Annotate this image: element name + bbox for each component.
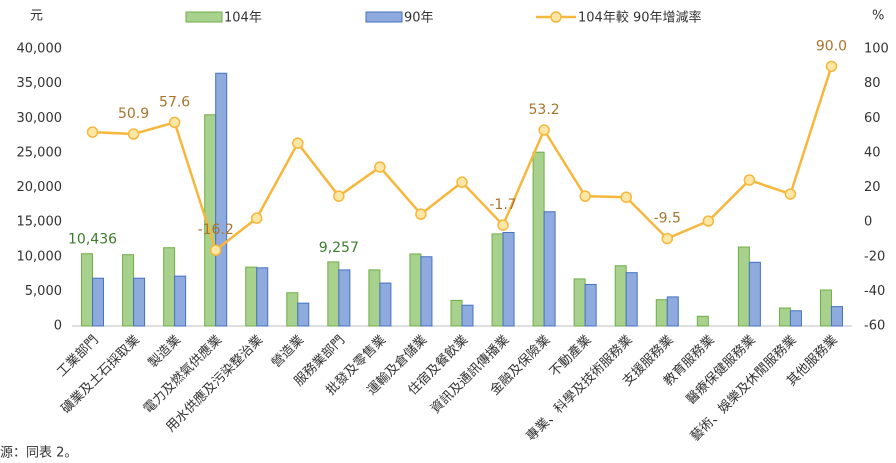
data-label: 57.6 [159,94,190,110]
bar [92,277,105,327]
y2-unit: % [872,9,884,24]
line-marker [784,188,797,200]
line-marker [250,212,263,224]
bar [614,265,627,327]
y2-tick-label: -20 [864,249,885,264]
x-tick-label: 礦業及土石採取業 [58,332,143,417]
data-label: 53.2 [529,102,560,118]
data-label: -1.7 [489,197,516,213]
x-tick-label: 營造業 [268,332,307,371]
bar [461,304,474,327]
line-marker [456,176,468,188]
y2-tick-label: -40 [864,284,885,299]
legend-marker [550,11,562,23]
data-label: -9.5 [654,211,681,227]
bar [830,306,843,327]
bar [532,151,545,327]
bar [163,247,176,327]
bar [748,261,761,327]
bar [81,253,94,327]
y-tick-label: 0 [54,319,62,334]
bar [819,289,832,327]
y2-tick-label: -60 [864,319,885,334]
y2-tick-label: 80 [864,76,881,91]
legend-label: 104年較 90年增減率 [578,10,702,26]
bar [133,277,146,327]
note: 源：同表 2。 [0,446,77,461]
bar [778,307,791,327]
bar [297,302,310,327]
y-tick-label: 30,000 [17,111,63,126]
y2-tick-label: 100 [864,42,889,57]
y2-tick-label: 40 [864,145,881,160]
data-label: 9,257 [319,240,359,256]
bar [245,266,258,327]
y-tick-label: 10,000 [17,249,63,264]
line-marker [825,60,838,73]
data-label: 10,436 [68,232,117,248]
line-marker [292,137,304,149]
bar [543,211,556,327]
bar [737,246,750,327]
line-marker [168,116,181,129]
line-marker [415,208,427,220]
bar [286,292,299,327]
bar [122,254,135,327]
y2-tick-label: 60 [864,111,881,126]
bar [256,267,269,327]
legend-label: 104年 [224,11,262,26]
bar [215,72,228,327]
line-marker [497,219,509,231]
bar [491,233,504,327]
bar [368,269,381,327]
line-marker [538,124,550,136]
line-marker [127,128,140,140]
data-label: -16.2 [198,222,234,238]
bar [584,283,597,327]
y-tick-label: 35,000 [17,76,63,91]
y-tick-label: 15,000 [17,215,63,230]
line-marker [374,161,386,173]
bar [338,269,351,327]
bar [420,256,433,327]
y-tick-label: 20,000 [17,180,63,195]
x-tick-label: 醫療保健服務業 [683,332,759,408]
bar [502,232,515,327]
bar [379,282,392,327]
line-marker [209,244,222,256]
legend-swatch [365,11,403,23]
bar [696,315,709,327]
y-tick-label: 25,000 [17,145,63,160]
bar [789,310,802,327]
y-unit: 元 [30,9,43,24]
bar [174,275,187,327]
bar [625,272,638,327]
data-label: 50.9 [118,106,149,122]
line-marker [86,126,99,138]
x-tick-label: 資訊及通訊傳播業 [427,332,512,417]
bar [655,299,668,327]
line-marker [579,190,591,202]
bar [409,253,422,327]
bar [327,261,340,327]
legend-swatch [185,11,223,23]
x-tick-label: 製造業 [145,332,184,371]
legend-label: 90年 [404,11,434,26]
bar [450,299,463,327]
y-tick-label: 40,000 [17,42,63,57]
y2-tick-label: 0 [864,215,872,230]
line-marker [333,190,345,202]
bar [573,278,586,327]
line-marker [702,215,715,227]
bar [666,296,679,327]
line-marker [661,232,674,245]
y-tick-label: 5,000 [25,284,62,299]
y2-tick-label: 20 [864,180,881,195]
line-marker [620,191,632,203]
line-marker [743,174,756,186]
data-label: 90.0 [816,38,847,54]
x-tick-label: 電力及燃氣供應業 [140,332,225,417]
